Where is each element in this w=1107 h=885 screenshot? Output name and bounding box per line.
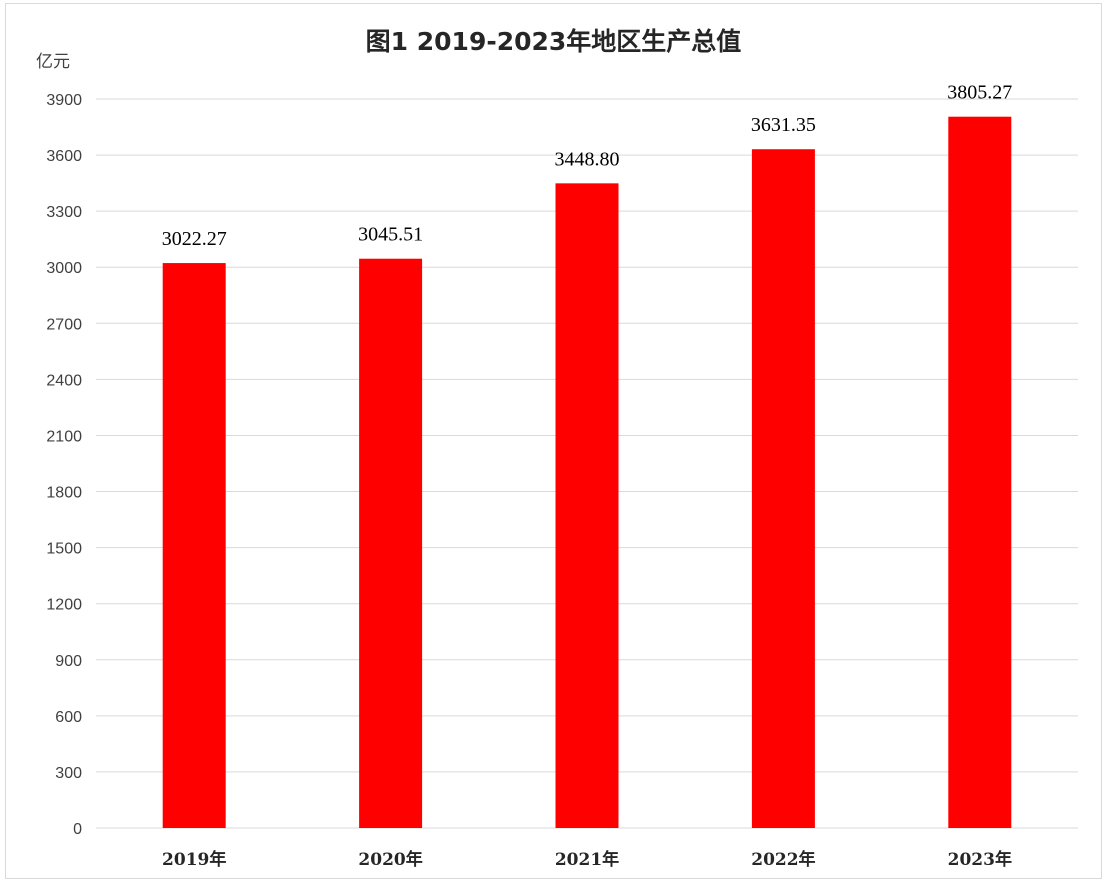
- data-labels: 3022.27 3045.51 3448.80 3631.35 3805.27: [162, 82, 1013, 250]
- y-tick-label: 2400: [46, 372, 82, 389]
- data-label: 3448.80: [555, 148, 620, 170]
- chart-title: 图1 2019-2023年地区生产总值: [365, 27, 742, 56]
- y-tick-label: 0: [73, 821, 82, 838]
- x-tick-label: 2022年: [751, 849, 815, 870]
- y-tick-label: 1800: [46, 485, 82, 502]
- x-tick-label: 2020年: [358, 849, 422, 870]
- bar-2021年: [555, 183, 619, 828]
- y-axis-unit-label: 亿元: [36, 52, 70, 72]
- x-tick-label: 2021年: [555, 849, 619, 870]
- data-label: 3805.27: [947, 82, 1012, 104]
- x-tick-label: 2019年: [162, 849, 226, 870]
- y-tick-label: 2100: [46, 428, 82, 445]
- data-label: 3631.35: [751, 114, 816, 136]
- bar-2019年: [162, 263, 226, 828]
- y-axis-ticks: 0 300 600 900 1200 1500 1800 2100 2400 2700 3000 33…: [46, 92, 82, 838]
- data-label: 3045.51: [358, 224, 423, 246]
- y-tick-label: 3900: [46, 92, 82, 109]
- y-tick-label: 2700: [46, 316, 82, 333]
- bar-2020年: [359, 258, 423, 829]
- bar-2023年: [948, 116, 1012, 829]
- y-tick-label: 3600: [46, 148, 82, 165]
- y-tick-label: 1200: [46, 597, 82, 614]
- y-tick-label: 900: [55, 653, 82, 670]
- bar-2022年: [751, 149, 815, 828]
- y-tick-label: 3300: [46, 204, 82, 221]
- y-tick-label: 3000: [46, 260, 82, 277]
- x-axis-ticks: 2019年 2020年 2021年 2022年 2023年: [162, 849, 1012, 870]
- data-label: 3022.27: [162, 228, 227, 250]
- x-tick-label: 2023年: [948, 849, 1012, 870]
- y-tick-label: 600: [55, 709, 82, 726]
- bars: [162, 116, 1012, 829]
- y-tick-label: 300: [55, 765, 82, 782]
- y-tick-label: 1500: [46, 541, 82, 558]
